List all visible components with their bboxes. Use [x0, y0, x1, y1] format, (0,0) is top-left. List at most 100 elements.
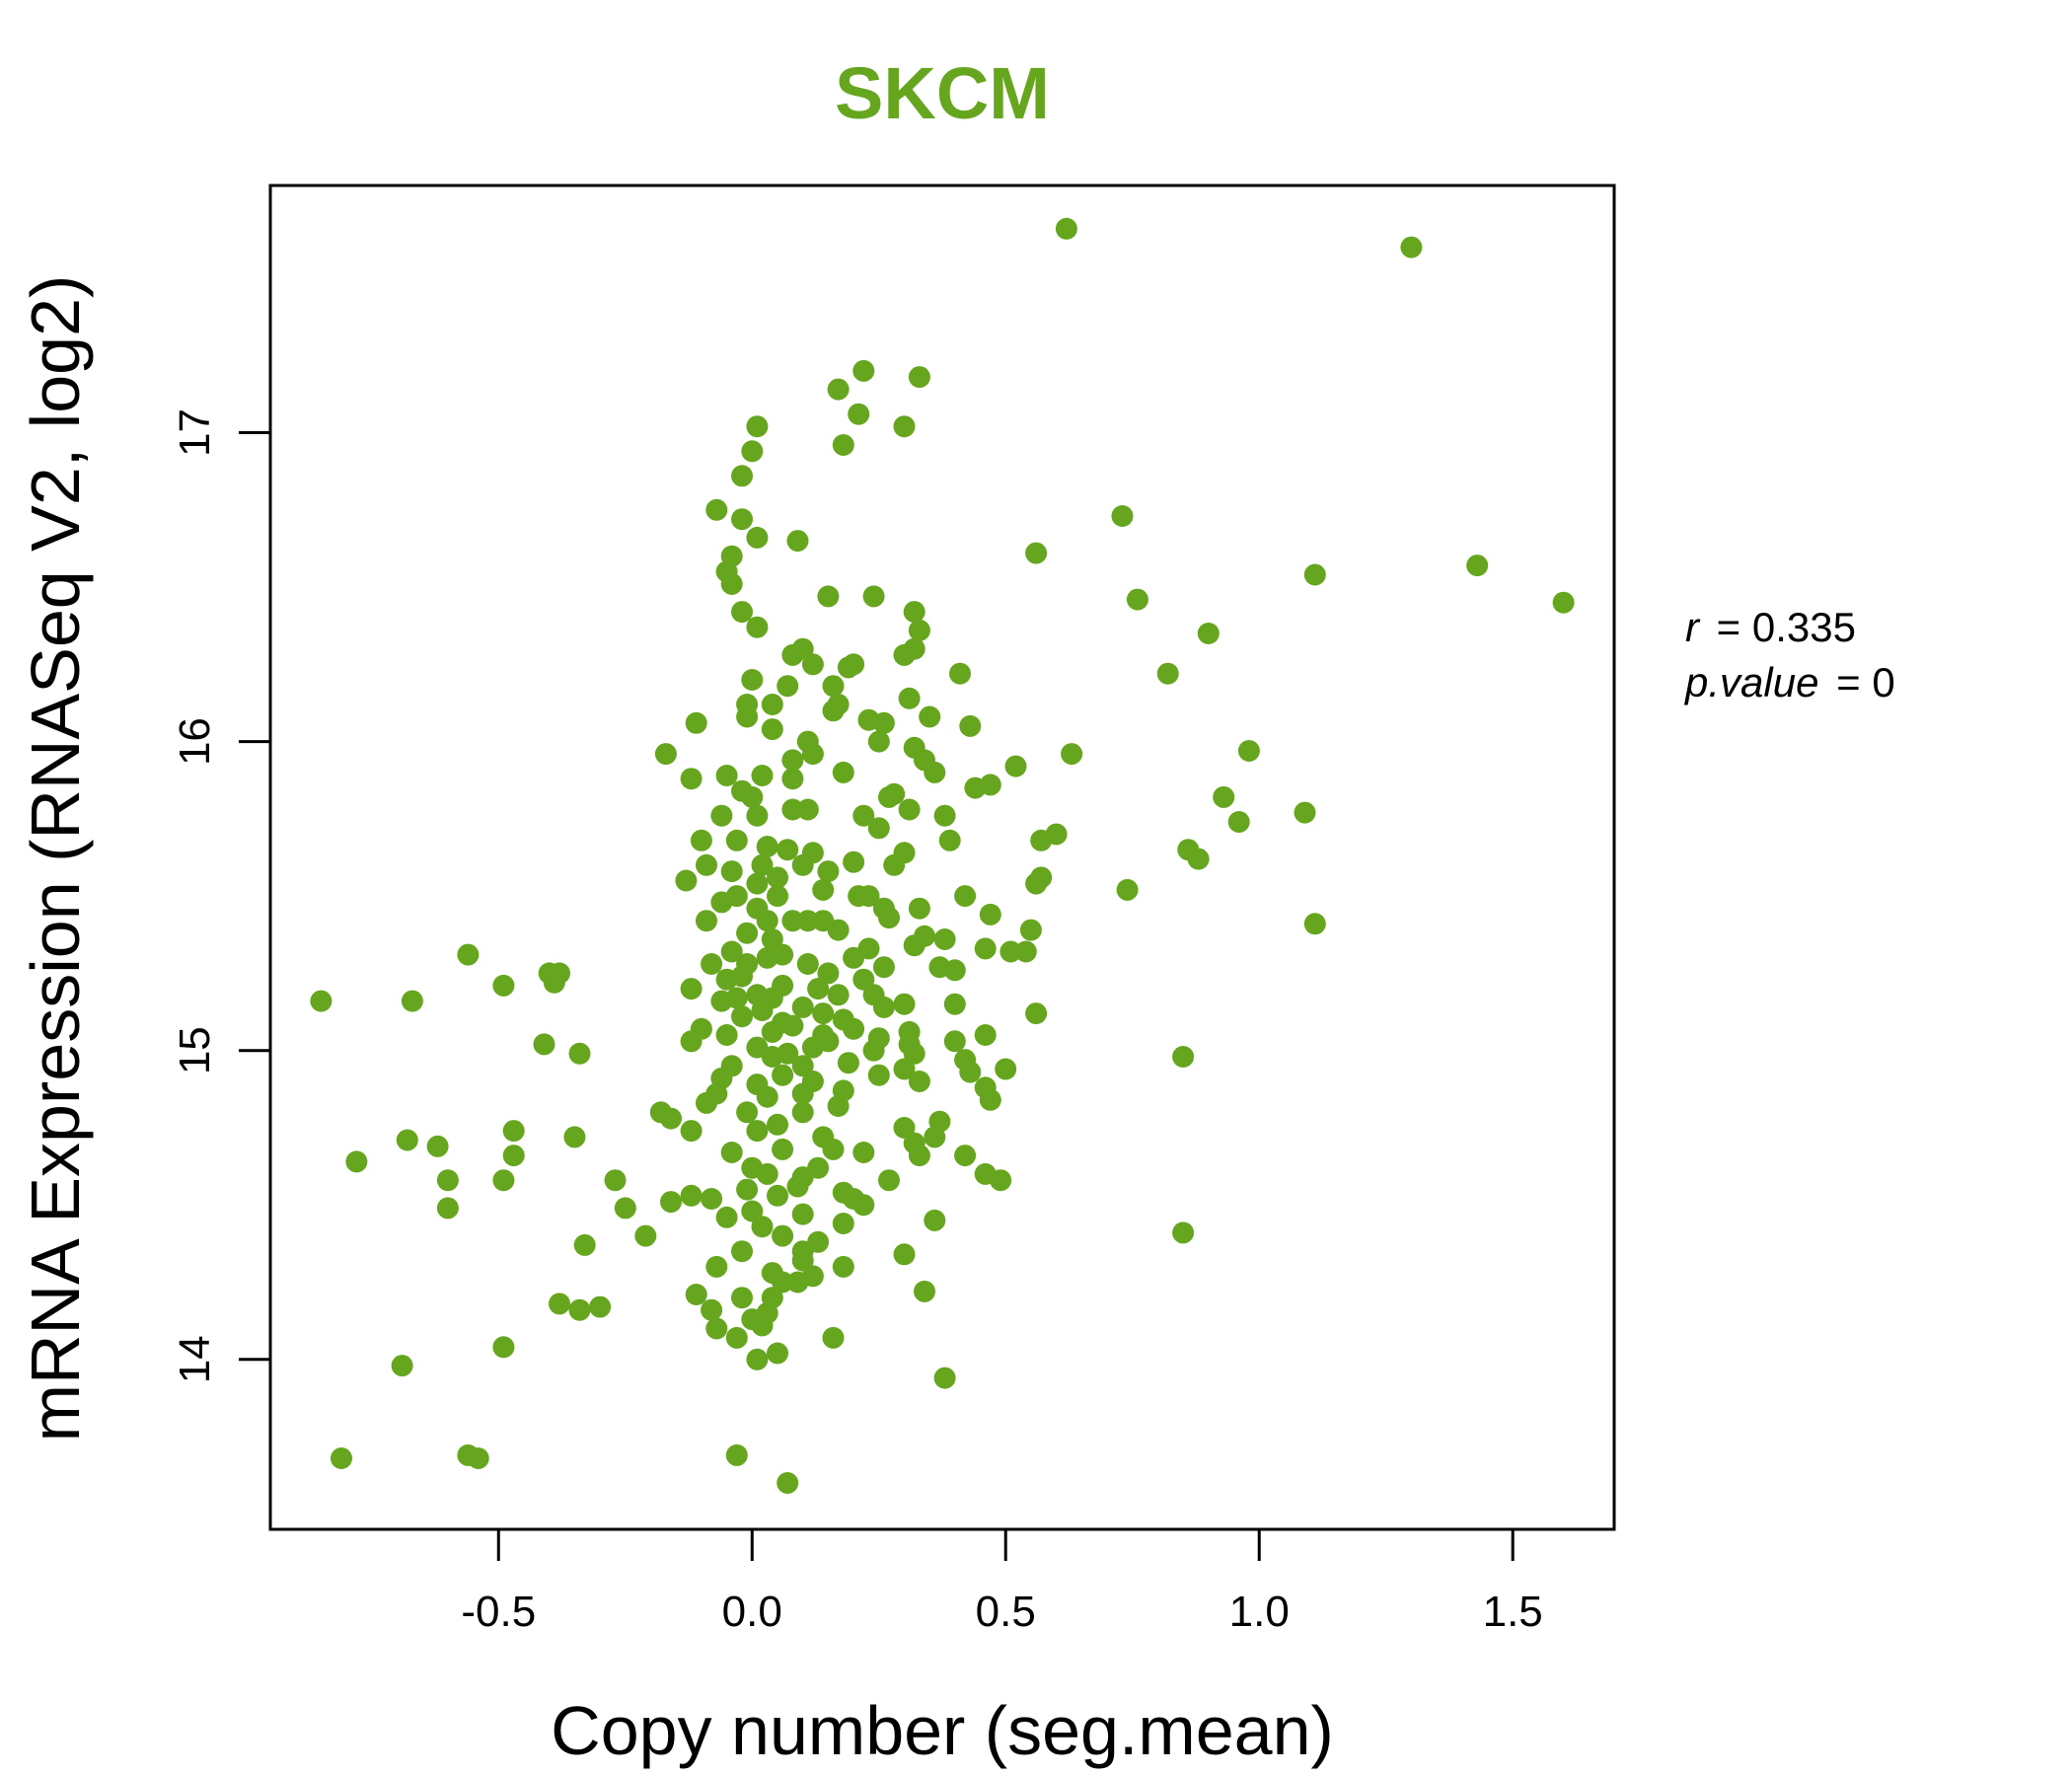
data-point	[725, 1326, 748, 1349]
x-tick-label: 1.0	[1229, 1588, 1290, 1636]
data-point	[736, 1101, 759, 1124]
data-point	[1014, 940, 1037, 963]
data-point	[731, 465, 753, 487]
data-point	[685, 711, 707, 734]
data-point	[568, 1042, 591, 1065]
data-point	[781, 1014, 804, 1037]
data-point	[933, 1367, 956, 1389]
data-point	[848, 403, 870, 425]
data-point	[492, 1169, 515, 1192]
data-point	[924, 1209, 946, 1231]
data-point	[893, 1243, 916, 1266]
data-point	[680, 978, 703, 1000]
data-point	[715, 1024, 738, 1046]
r-value: 0.335	[1752, 604, 1856, 650]
data-point	[756, 910, 778, 932]
data-point	[543, 971, 565, 994]
data-point	[781, 768, 804, 790]
data-point	[822, 675, 845, 698]
data-point	[777, 839, 799, 861]
data-point	[761, 928, 783, 950]
data-point	[756, 1162, 778, 1185]
data-point	[710, 891, 733, 914]
data-point	[696, 1091, 717, 1114]
data-point	[924, 761, 946, 783]
data-point	[852, 804, 875, 827]
data-point	[781, 749, 804, 772]
data-point	[908, 366, 930, 389]
data-point	[933, 804, 956, 827]
data-point	[903, 1042, 925, 1065]
data-point	[705, 1317, 728, 1340]
data-point	[1019, 919, 1042, 941]
p-value-value: 0	[1872, 659, 1894, 705]
data-point	[878, 1169, 900, 1192]
data-point	[756, 836, 778, 857]
data-point	[852, 1194, 875, 1217]
data-point	[1466, 555, 1489, 577]
data-point	[731, 601, 753, 624]
data-point	[893, 1058, 916, 1080]
data-point	[781, 798, 804, 821]
data-point	[837, 1052, 859, 1074]
data-point	[781, 643, 804, 666]
x-tick-label: 0.5	[976, 1588, 1036, 1636]
x-tick-label: 1.5	[1483, 1588, 1543, 1636]
data-point	[715, 1206, 738, 1228]
data-point	[436, 1169, 459, 1192]
data-point	[680, 1030, 703, 1053]
data-point	[812, 878, 835, 901]
data-point	[685, 1284, 707, 1305]
data-point	[908, 897, 930, 920]
data-point	[893, 643, 916, 666]
data-point	[893, 1117, 916, 1139]
data-point	[1025, 872, 1048, 895]
data-point	[954, 1145, 977, 1167]
data-point	[883, 853, 906, 876]
data-point	[979, 1088, 1001, 1111]
data-point	[867, 817, 890, 840]
data-point	[767, 1113, 788, 1136]
p-value-label: p.value	[1683, 659, 1818, 705]
data-point	[720, 940, 743, 963]
data-point	[634, 1224, 657, 1247]
data-point	[1061, 743, 1083, 766]
data-point	[741, 440, 764, 463]
data-point	[751, 1216, 774, 1238]
data-point	[751, 1314, 774, 1337]
data-point	[563, 1126, 586, 1148]
data-point	[903, 934, 925, 957]
data-point	[1303, 913, 1326, 935]
data-point	[761, 1046, 783, 1068]
data-point	[908, 619, 930, 641]
data-point	[761, 718, 783, 741]
data-point	[310, 990, 333, 1012]
data-point	[781, 910, 804, 932]
data-point	[791, 853, 814, 876]
data-point	[746, 804, 769, 827]
data-point	[705, 1255, 728, 1278]
data-point	[772, 1138, 794, 1160]
data-point	[761, 694, 783, 715]
data-point	[736, 922, 759, 944]
data-point	[772, 1064, 794, 1086]
data-point	[654, 743, 677, 766]
x-tick-label: -0.5	[461, 1588, 536, 1636]
data-point	[908, 1145, 930, 1167]
data-point	[549, 1293, 570, 1315]
data-point	[974, 937, 997, 960]
data-point	[725, 829, 748, 851]
data-point	[872, 711, 895, 734]
data-point	[801, 1036, 824, 1059]
r-statistic: r = 0.335	[1685, 604, 1856, 650]
data-point	[1172, 1046, 1195, 1068]
data-point	[1025, 542, 1048, 564]
data-point	[943, 1030, 966, 1053]
data-point	[502, 1120, 525, 1143]
data-point	[832, 1255, 854, 1278]
data-point	[604, 1169, 627, 1192]
data-point	[741, 1200, 764, 1222]
data-point	[731, 1240, 753, 1263]
data-point	[1400, 236, 1423, 259]
